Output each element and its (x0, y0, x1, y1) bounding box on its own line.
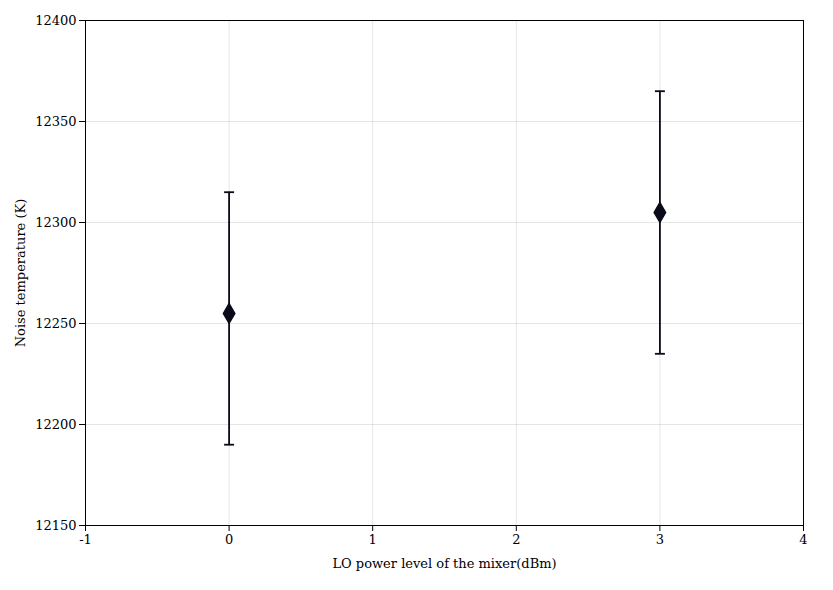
svg-text:1: 1 (369, 532, 377, 547)
svg-text:12150: 12150 (35, 518, 76, 533)
svg-text:4: 4 (799, 532, 807, 547)
svg-text:12300: 12300 (35, 215, 76, 230)
svg-text:12200: 12200 (35, 417, 76, 432)
svg-text:LO power level of the mixer(dB: LO power level of the mixer(dBm) (332, 556, 556, 571)
svg-text:-1: -1 (79, 532, 92, 547)
svg-text:3: 3 (656, 532, 664, 547)
svg-text:0: 0 (225, 532, 233, 547)
svg-text:2: 2 (512, 532, 520, 547)
svg-text:Noise temperature (K): Noise temperature (K) (13, 199, 28, 348)
svg-text:12250: 12250 (35, 316, 76, 331)
svg-text:12350: 12350 (35, 114, 76, 129)
svg-text:12400: 12400 (35, 13, 76, 28)
